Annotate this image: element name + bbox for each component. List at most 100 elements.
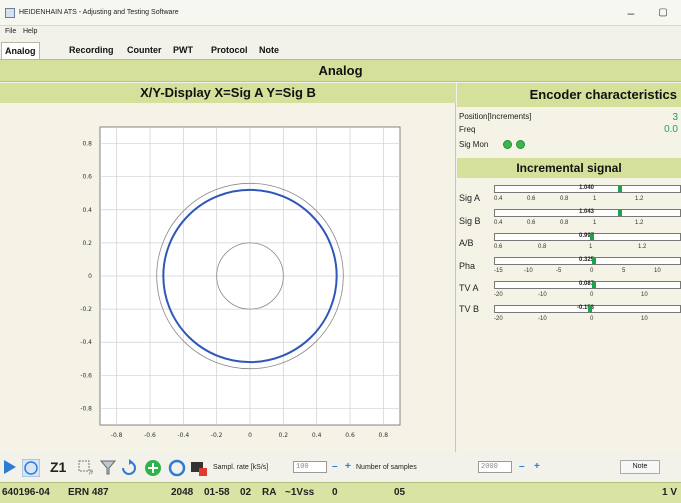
y-tick-label: 0.4 (82, 207, 92, 214)
menu-help[interactable]: Help (23, 28, 38, 35)
y-tick-label: 0.2 (82, 240, 92, 247)
meter-label-ab: A/B (459, 238, 474, 248)
tab-note[interactable]: Note (259, 45, 279, 55)
sample-rate-increase[interactable]: + (345, 461, 351, 472)
menu-bar: File Help (0, 27, 681, 39)
tab-counter[interactable]: Counter (127, 45, 162, 55)
sample-rate-input[interactable]: 100 (293, 461, 327, 473)
samples-input[interactable]: 2000 (478, 461, 512, 473)
meter-label-pha: Pha (459, 261, 476, 271)
plot-grid (100, 127, 400, 425)
meter-ticks-tvb: -20 -10 0 10 (494, 316, 648, 322)
encoder-panel: Encoder characteristics Position[Increme… (457, 83, 681, 452)
filter-icon[interactable] (100, 459, 116, 475)
y-tick-label: -0.8 (80, 405, 92, 412)
refresh-icon[interactable] (120, 459, 138, 477)
y-tick-label: -0.4 (80, 339, 92, 346)
x-tick-label: 0.2 (279, 432, 289, 439)
meter-tvb: -0.153 (494, 305, 681, 313)
tab-analog[interactable]: Analog (1, 42, 40, 59)
meter-label-tvb: TV B (459, 304, 480, 314)
meter-ticks-sig-b: 0.4 0.6 0.8 1 1.2 (494, 220, 644, 226)
incremental-title: Incremental signal (457, 158, 681, 178)
menu-file[interactable]: File (5, 28, 17, 35)
tab-pwt[interactable]: PWT (173, 45, 193, 55)
meter-ticks-pha: -15 -10 -5 0 5 10 (494, 268, 661, 274)
x-tick-labels: -0.8 -0.6 -0.4 -0.2 0 0.2 0.4 0.6 0.8 (111, 432, 388, 439)
zoom-label[interactable]: Z1 (50, 459, 67, 475)
meter-marker-sig-b (618, 210, 622, 216)
status-code2: 02 (240, 487, 252, 498)
meter-value-tva: 0.087 (579, 281, 595, 287)
sigmon-led-2 (516, 140, 525, 149)
meter-ticks-tva: -20 -10 0 10 (494, 292, 648, 298)
xy-plot: 0.80.60.40.20-0.2-0.4-0.6-0.8 -0.8 -0.6 -0… (80, 126, 401, 439)
status-model: ERN 487 (68, 487, 109, 498)
x-tick-label: -0.4 (177, 432, 189, 439)
section-title: Analog (0, 60, 681, 82)
meter-ab: 0.997 (494, 233, 681, 241)
record-icon[interactable] (190, 459, 208, 477)
y-tick-label: -0.2 (80, 306, 92, 313)
y-tick-labels: 0.8 0.6 0.4 0.2 0 -0.2 -0.4 -0.6 -0.8 (80, 141, 92, 413)
meter-label-sig-b: Sig B (459, 216, 481, 226)
tab-recording[interactable]: Recording (69, 45, 114, 55)
sample-rate-decrease[interactable]: – (332, 461, 338, 472)
status-extra: 05 (394, 487, 406, 498)
status-right: 1 V (662, 487, 678, 498)
status-type: RA (262, 487, 277, 498)
window-title: HEIDENHAIN ATS - Adjusting and Testing S… (19, 9, 179, 16)
x-tick-label: -0.6 (144, 432, 156, 439)
status-id: 640196-04 (2, 487, 50, 498)
meter-label-tva: TV A (459, 283, 479, 293)
meter-marker-tvb (588, 306, 592, 312)
meter-value-sig-b: 1.043 (579, 209, 595, 215)
meter-label-sig-a: Sig A (459, 193, 481, 203)
status-value: 0 (332, 487, 338, 498)
freq-value: 0.0 (664, 124, 678, 135)
meter-tva: 0.087 (494, 281, 681, 289)
add-icon[interactable] (144, 459, 162, 477)
meter-ticks-sig-a: 0.4 0.6 0.8 1 1.2 (494, 196, 644, 202)
reference-circle (156, 182, 344, 370)
sample-rate-label: Sampl. rate [kS/s] (213, 464, 269, 471)
minimize-button[interactable]: – (627, 6, 635, 20)
x-tick-label: 0.8 (379, 432, 389, 439)
svg-text:_/H: _/H (85, 469, 93, 475)
meter-value-sig-a: 1.040 (579, 185, 595, 191)
app-logo-icon (5, 8, 15, 18)
window-titlebar: HEIDENHAIN ATS - Adjusting and Testing S… (0, 0, 681, 26)
status-signal: ~1Vss (285, 487, 315, 498)
x-tick-label: 0.4 (312, 432, 322, 439)
sigmon-led-1 (503, 140, 512, 149)
status-bar: 640196-04 ERN 487 2048 01-58 02 RA ~1Vss… (0, 482, 681, 503)
meter-value-ab: 0.997 (579, 233, 595, 239)
cursor-icon[interactable]: _/H (77, 459, 93, 475)
meter-ticks-ab: 0.6 0.8 1 1.2 (494, 244, 647, 250)
x-tick-label: -0.8 (111, 432, 123, 439)
status-lines: 2048 (171, 487, 194, 498)
bottom-toolbar: Z1 _/H Sampl. rate [kS/s] 100 – + Number… (0, 456, 681, 480)
samples-label: Number of samples (356, 464, 417, 471)
ring-icon[interactable] (168, 459, 186, 477)
meter-marker-tva (592, 282, 596, 288)
tab-bar: Analog Recording Counter PWT Protocol No… (0, 39, 681, 60)
xy-display-title: X/Y-Display X=Sig A Y=Sig B (0, 83, 456, 103)
samples-increase[interactable]: + (534, 461, 540, 472)
lissajous-circle (162, 188, 338, 364)
play-icon[interactable] (3, 459, 17, 475)
circle-view-icon[interactable] (22, 459, 40, 477)
maximize-button[interactable]: ▢ (658, 7, 668, 18)
xy-display-panel: X/Y-Display X=Sig A Y=Sig B 0.8 0.6 0.4 0.2… (0, 83, 456, 452)
plot-shapes (156, 182, 344, 370)
y-tick-label: -0.6 (80, 372, 92, 379)
meter-sig-a: 1.040 (494, 185, 681, 193)
sigmon-label: Sig Mon (459, 140, 489, 149)
x-tick-label: 0.6 (345, 432, 355, 439)
meter-marker-pha (592, 258, 596, 264)
note-button[interactable]: Note (620, 460, 660, 474)
tab-protocol[interactable]: Protocol (211, 45, 248, 55)
samples-decrease[interactable]: – (519, 461, 525, 472)
meter-pha: 0.325 (494, 257, 681, 265)
reference-circle (216, 242, 284, 310)
